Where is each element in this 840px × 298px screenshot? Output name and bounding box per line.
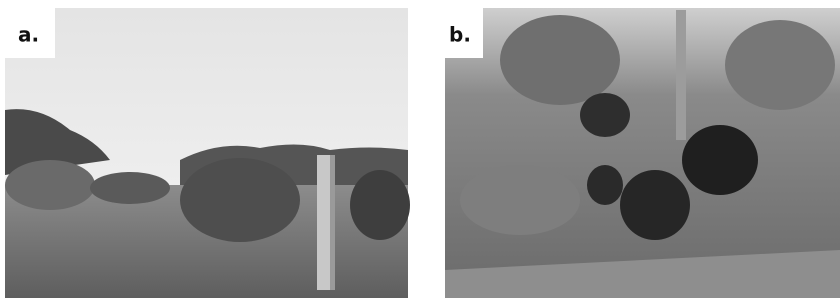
panel-label: b.: [449, 23, 471, 47]
photo-a: [5, 8, 410, 298]
figure: a. b.: [0, 0, 840, 298]
photo-b: [445, 8, 840, 298]
panel-label: a.: [18, 23, 39, 47]
